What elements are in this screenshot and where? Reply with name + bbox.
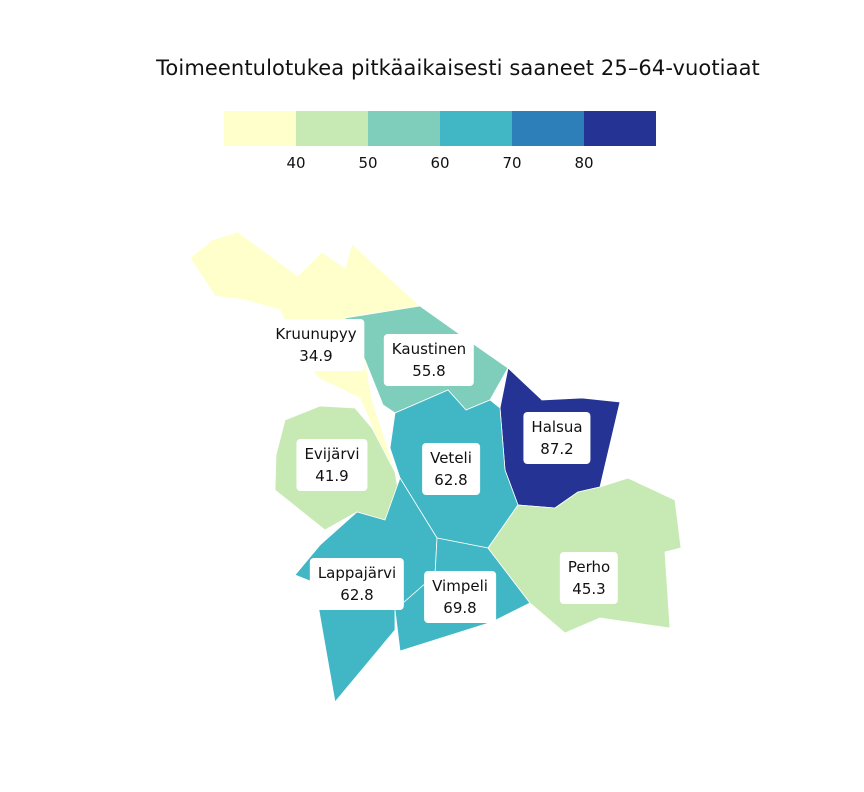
legend-bin-1	[296, 111, 368, 146]
region-label-halsua: Halsua 87.2	[523, 412, 591, 464]
region-value: 41.9	[315, 467, 349, 485]
region-value: 34.9	[299, 347, 333, 365]
region-value: 62.8	[340, 586, 374, 604]
legend-tick-label: 80	[574, 154, 594, 172]
region-value: 45.3	[572, 580, 606, 598]
region-label-perho: Perho 45.3	[559, 552, 619, 604]
legend-tick-label: 60	[430, 154, 450, 172]
region-label-kruunupyy: Kruunupyy 34.9	[267, 319, 365, 371]
region-value: 69.8	[443, 599, 477, 617]
legend-tick-label: 50	[358, 154, 378, 172]
chart-title: Toimeentulotukea pitkäaikaisesti saaneet…	[156, 56, 760, 80]
legend-bin-0	[224, 111, 296, 146]
legend-bin-3	[440, 111, 512, 146]
region-name: Kruunupyy	[275, 325, 357, 343]
legend-tick-label: 40	[286, 154, 306, 172]
region-name: Perho	[567, 558, 611, 576]
region-label-vimpeli: Vimpeli 69.8	[424, 571, 496, 623]
region-value: 62.8	[434, 471, 468, 489]
legend-bin-5	[584, 111, 656, 146]
color-legend	[224, 111, 656, 146]
region-name: Kaustinen	[391, 340, 467, 358]
region-value: 55.8	[412, 362, 446, 380]
region-label-veteli: Veteli 62.8	[422, 443, 480, 495]
region-label-lappajarvi: Lappajärvi 62.8	[309, 558, 405, 610]
region-name: Evijärvi	[304, 445, 360, 463]
legend-bin-4	[512, 111, 584, 146]
region-label-kaustinen: Kaustinen 55.8	[383, 334, 475, 386]
region-name: Lappajärvi	[317, 564, 397, 582]
region-value: 87.2	[540, 440, 574, 458]
region-name: Veteli	[430, 449, 472, 467]
legend-tick-label: 70	[502, 154, 522, 172]
legend-bin-2	[368, 111, 440, 146]
region-name: Vimpeli	[432, 577, 488, 595]
region-name: Halsua	[531, 418, 583, 436]
region-label-evijarvi: Evijärvi 41.9	[296, 439, 368, 491]
